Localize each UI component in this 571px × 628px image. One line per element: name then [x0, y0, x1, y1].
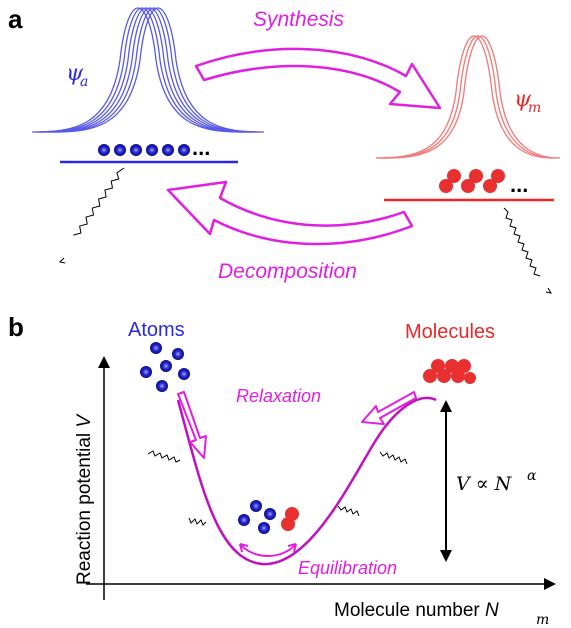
- molecule-emission-arrowhead: [545, 287, 553, 294]
- relaxation-arrow-right: [361, 391, 417, 425]
- decomposition-arrow: [166, 180, 414, 246]
- scaling-exponent: α: [527, 468, 537, 484]
- molecule-wavefunctions: [375, 35, 561, 159]
- scaling-formula: V ∝ N: [456, 473, 513, 495]
- molecule-row: [439, 169, 505, 193]
- synthesis-label: Synthesis: [253, 8, 345, 31]
- decomposition-label: Decomposition: [218, 260, 357, 283]
- equilibration-arrow: [239, 543, 297, 557]
- atom-ellipsis: ...: [192, 135, 210, 160]
- psi-atom-symbol: ψ: [66, 61, 84, 86]
- x-axis-subscript: m: [536, 612, 549, 628]
- relaxation-arrow-left: [177, 391, 207, 459]
- energy-gap-arrowhead-bottom: [440, 550, 452, 562]
- potential-curve: [176, 396, 437, 566]
- equilibration-label: Equilibration: [298, 558, 397, 578]
- molecule-ellipsis: ...: [510, 172, 528, 197]
- relaxation-label: Relaxation: [236, 386, 321, 406]
- psi-atom-subscript: a: [80, 74, 88, 90]
- atom-wavefunctions: [31, 7, 265, 133]
- psi-molecule-symbol: ψ: [514, 87, 532, 112]
- svg-text:Reaction potential V: Reaction potential V: [74, 413, 95, 585]
- synthesis-arrow: [194, 47, 442, 110]
- energy-gap-arrowhead-top: [440, 400, 452, 412]
- atom-emission-arrowhead: [58, 257, 66, 264]
- atoms-label: Atoms: [128, 319, 185, 341]
- y-axis-label: Reaction potential V: [74, 413, 95, 585]
- panel-a-label: a: [8, 4, 23, 34]
- equilibration-arrowheads: [239, 543, 297, 553]
- atom-row: [98, 144, 190, 156]
- atoms-cluster: [140, 342, 190, 392]
- atom-emission-wiggle: [73, 167, 125, 236]
- x-axis-label: Molecule number N: [334, 600, 499, 621]
- panel-b-wiggles: [147, 450, 408, 526]
- psi-molecule-subscript: m: [528, 100, 541, 116]
- molecules-cluster: [423, 359, 476, 384]
- panel-b-label: b: [8, 312, 24, 342]
- molecule-emission-wiggle: [503, 207, 541, 277]
- molecules-label: Molecules: [405, 321, 495, 343]
- equilibration-cluster: [238, 500, 299, 534]
